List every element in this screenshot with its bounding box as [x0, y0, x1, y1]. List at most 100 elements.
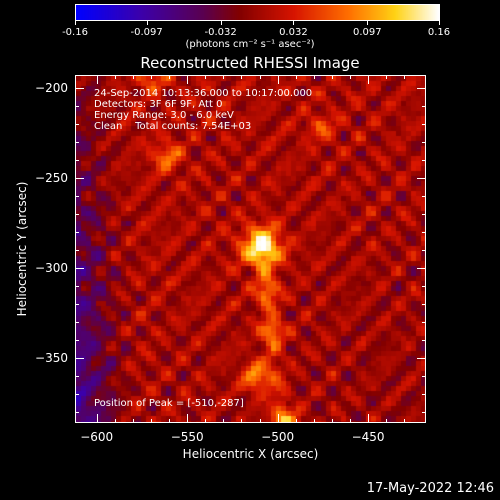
- x-major-tick: [368, 414, 370, 423]
- y-minor-tick: [422, 231, 426, 233]
- y-minor-tick: [75, 105, 79, 107]
- colorbar-units: (photons cm⁻² s⁻¹ asec⁻²): [185, 39, 315, 50]
- y-minor-tick: [422, 322, 426, 324]
- x-minor-tick: [331, 75, 333, 79]
- x-minor-tick: [331, 419, 333, 423]
- colorbar-tick: [439, 20, 440, 25]
- x-minor-tick: [295, 419, 297, 423]
- x-minor-tick: [169, 419, 171, 423]
- x-minor-tick: [205, 419, 207, 423]
- y-minor-tick: [75, 231, 79, 233]
- x-axis-label: Heliocentric X (arcsec): [182, 447, 319, 461]
- x-minor-tick: [205, 75, 207, 79]
- x-minor-tick: [114, 75, 116, 79]
- timestamp: 17-May-2022 12:46: [366, 481, 494, 496]
- colorbar-tick-label: -0.032: [204, 27, 237, 38]
- colorbar-tick-label: 0.16: [427, 27, 451, 38]
- x-minor-tick: [313, 419, 315, 423]
- x-minor-tick: [223, 419, 225, 423]
- x-tick-label: −450: [351, 430, 385, 444]
- y-minor-tick: [75, 141, 79, 143]
- colorbar-tick-label: -0.16: [62, 27, 88, 38]
- y-tick-label: −300: [35, 260, 68, 275]
- colorbar-tick: [146, 20, 148, 25]
- y-minor-tick: [75, 285, 79, 287]
- x-tick-label: −600: [80, 430, 114, 444]
- y-major-tick: [75, 358, 84, 360]
- x-minor-tick: [404, 419, 406, 423]
- image-heatmap: [76, 76, 425, 422]
- y-minor-tick: [422, 249, 426, 251]
- y-minor-tick: [75, 159, 79, 161]
- y-tick-label: −250: [35, 170, 68, 185]
- y-minor-tick: [422, 159, 426, 161]
- x-minor-tick: [169, 75, 171, 79]
- y-minor-tick: [75, 195, 79, 197]
- x-minor-tick: [259, 419, 261, 423]
- y-minor-tick: [75, 322, 79, 324]
- x-minor-tick: [386, 419, 388, 423]
- y-minor-tick: [422, 394, 426, 396]
- x-minor-tick: [132, 419, 134, 423]
- y-minor-tick: [75, 412, 79, 414]
- y-major-tick: [417, 87, 426, 89]
- x-minor-tick: [386, 75, 388, 79]
- x-minor-tick: [114, 419, 116, 423]
- x-minor-tick: [404, 75, 406, 79]
- y-major-tick: [417, 358, 426, 360]
- colorbar-tick: [293, 20, 295, 25]
- y-minor-tick: [422, 412, 426, 414]
- y-major-tick: [75, 177, 84, 179]
- y-minor-tick: [422, 285, 426, 287]
- y-tick-label: −350: [35, 351, 68, 366]
- x-tick-label: −550: [170, 430, 204, 444]
- y-minor-tick: [422, 141, 426, 143]
- x-major-tick: [277, 75, 279, 84]
- y-minor-tick: [422, 376, 426, 378]
- x-minor-tick: [150, 75, 152, 79]
- y-major-tick: [75, 87, 84, 89]
- y-minor-tick: [422, 340, 426, 342]
- y-minor-tick: [422, 105, 426, 107]
- y-major-tick: [417, 177, 426, 179]
- x-major-tick: [96, 75, 98, 84]
- x-major-tick: [187, 414, 189, 423]
- y-minor-tick: [422, 195, 426, 197]
- y-major-tick: [75, 267, 84, 269]
- y-minor-tick: [75, 376, 79, 378]
- y-minor-tick: [75, 249, 79, 251]
- x-minor-tick: [313, 75, 315, 79]
- x-minor-tick: [350, 419, 351, 423]
- y-minor-tick: [75, 213, 79, 215]
- colorbar-tick-label: 0.097: [353, 27, 382, 38]
- x-major-tick: [368, 75, 370, 84]
- x-minor-tick: [132, 75, 134, 79]
- plot-title: Reconstructed RHESSI Image: [140, 54, 360, 72]
- rhessi-image: 24-Sep-2014 10:13:36.000 to 10:17:00.000…: [75, 75, 426, 423]
- y-minor-tick: [75, 340, 79, 342]
- y-minor-tick: [75, 123, 79, 125]
- y-major-tick: [417, 267, 426, 269]
- y-axis-label: Heliocentric Y (arcsec): [15, 181, 29, 317]
- energy-range-label: Energy Range: 3.0 - 6.0 keV: [94, 110, 234, 121]
- clean-counts-label: Clean Total counts: 7.54E+03: [94, 121, 252, 132]
- y-tick-label: −200: [35, 80, 68, 95]
- colorbar-tick-label: -0.097: [130, 27, 163, 38]
- x-minor-tick: [259, 75, 261, 79]
- time-range-label: 24-Sep-2014 10:13:36.000 to 10:17:00.000: [94, 88, 313, 99]
- detectors-label: Detectors: 3F 6F 9F, Att 0: [94, 99, 223, 110]
- x-minor-tick: [241, 75, 243, 79]
- y-minor-tick: [422, 123, 426, 125]
- y-minor-tick: [75, 394, 79, 396]
- x-tick-label: −500: [261, 430, 295, 444]
- peak-position-label: Position of Peak = [-510,-287]: [94, 398, 244, 409]
- x-minor-tick: [150, 419, 152, 423]
- x-minor-tick: [241, 419, 243, 423]
- x-minor-tick: [350, 75, 351, 79]
- x-major-tick: [277, 414, 279, 423]
- y-minor-tick: [422, 213, 426, 215]
- x-minor-tick: [295, 75, 297, 79]
- y-minor-tick: [75, 303, 79, 305]
- colorbar-tick: [367, 20, 369, 25]
- colorbar-tick-label: 0.032: [279, 27, 308, 38]
